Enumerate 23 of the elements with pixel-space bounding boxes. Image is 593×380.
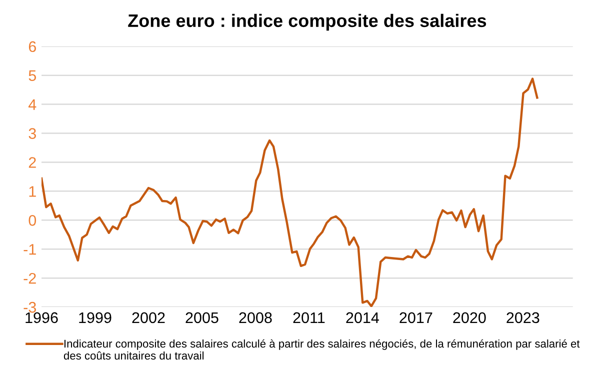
x-tick-label: 2011 (293, 312, 325, 324)
chart-title: Zone euro : indice composite des salaires (128, 14, 486, 31)
y-tick-label: -2 (24, 272, 36, 284)
x-tick-label: 2023 (506, 312, 540, 324)
y-tick-label: -3 (24, 302, 36, 313)
x-tick-label: 2008 (239, 312, 272, 324)
y-tick-label: 2 (28, 157, 36, 168)
legend-label: Indicateur composite des salaires calculé à partir des salaires négociés, de la rémunération par salarié et des coûts unitaires du travail (64, 339, 580, 360)
y-tick-label: 4 (28, 99, 36, 110)
y-tick-label: -1 (24, 244, 36, 255)
y-tick-label: 0 (28, 215, 36, 226)
line-series (42, 78, 538, 308)
x-tick-label: 2017 (400, 312, 432, 324)
x-tick-label: 1996 (26, 312, 58, 324)
x-tick-label: 2014 (346, 312, 379, 324)
x-tick-label: 2005 (186, 312, 218, 324)
x-tick-label: 2020 (453, 312, 486, 324)
y-tick-label: 6 (28, 41, 36, 52)
y-tick-label: 3 (28, 128, 36, 139)
y-tick-label: 1 (29, 186, 36, 197)
x-tick-label: 2002 (132, 312, 165, 324)
x-tick-label: 1999 (79, 312, 112, 324)
y-tick-label: 5 (28, 70, 36, 82)
